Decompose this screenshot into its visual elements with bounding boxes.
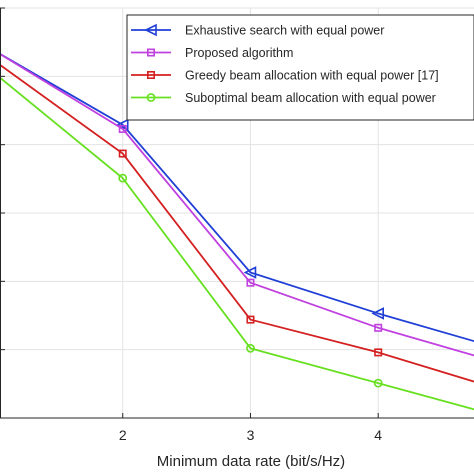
legend-entry: Exhaustive search with equal power: [131, 24, 384, 38]
series-4: [0, 76, 474, 411]
data-point: [147, 71, 156, 80]
data-point: [246, 315, 255, 324]
data-point: [146, 93, 156, 102]
series-line: [0, 53, 474, 357]
legend-label: Greedy beam allocation with equal power …: [185, 69, 439, 83]
data-point: [144, 23, 157, 37]
x-tick-label: 2: [119, 427, 127, 443]
axes: 2 3 4 Minimum data rate (bit/s/Hz): [0, 7, 474, 470]
data-point: [246, 343, 255, 353]
series-group: [0, 44, 474, 411]
data-point: [374, 348, 383, 357]
data-point: [115, 118, 129, 132]
legend-entry: Suboptimal beam allocation with equal po…: [131, 91, 436, 105]
legend-box: [126, 14, 474, 121]
series-2: [0, 53, 474, 357]
series-line: [0, 63, 474, 383]
legend: Exhaustive search with equal power Propo…: [126, 14, 474, 121]
data-point: [246, 278, 255, 287]
data-point: [147, 48, 156, 57]
legend-entry: Greedy beam allocation with equal power …: [131, 69, 439, 83]
legend-entry: Proposed algorithm: [131, 46, 293, 60]
legend-label: Exhaustive search with equal power: [185, 24, 384, 38]
data-point: [243, 266, 257, 279]
x-tick-label: 4: [374, 427, 382, 443]
x-tick-label: 3: [247, 427, 255, 443]
series-1: [0, 44, 474, 343]
series-line: [0, 76, 474, 411]
series-line: [0, 52, 474, 343]
legend-label: Suboptimal beam allocation with equal po…: [185, 91, 436, 105]
legend-label: Proposed algorithm: [185, 46, 293, 60]
data-point: [373, 378, 383, 388]
data-point: [118, 149, 127, 158]
data-point: [371, 307, 385, 320]
data-point: [118, 173, 128, 183]
series-3: [0, 63, 474, 383]
x-axis-label: Minimum data rate (bit/s/Hz): [157, 453, 345, 470]
data-point: [374, 323, 383, 332]
data-point: [118, 124, 127, 133]
